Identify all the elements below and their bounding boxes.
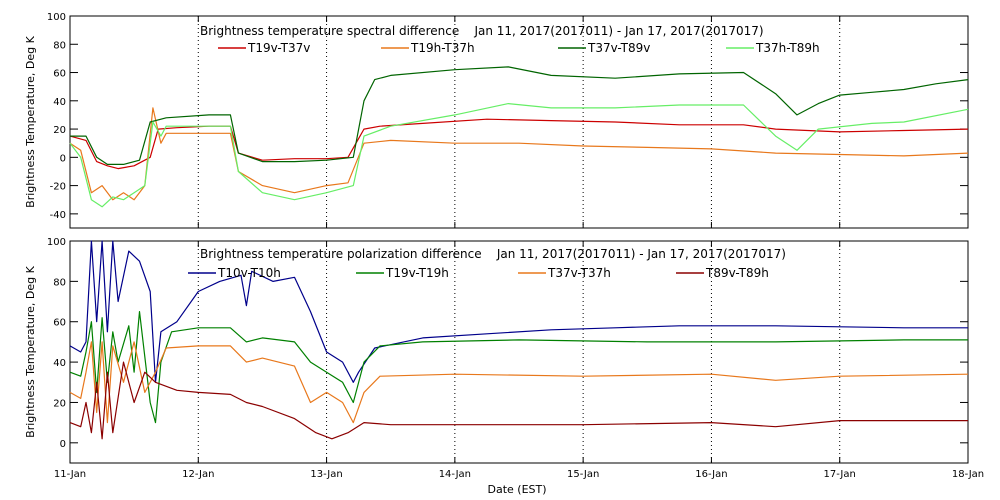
y-tick-label: 60: [53, 69, 66, 80]
y-tick-label: 20: [53, 398, 66, 409]
chart-title: Brightness temperature spectral differen…: [200, 24, 764, 38]
y-tick-label: -40: [50, 210, 66, 221]
y-tick-label: 80: [53, 277, 66, 288]
x-tick-label: 18-Jan: [952, 469, 984, 480]
y-axis-title: Brightness Temperature, Deg K: [24, 35, 37, 207]
series-line-t37v-t37h: [69, 341, 969, 424]
legend-label: T37v-T89v: [587, 41, 650, 55]
y-tick-label: 100: [47, 237, 66, 248]
plot-frame: [69, 240, 969, 464]
x-tick-label: 16-Jan: [695, 469, 727, 480]
y-tick-label: -20: [50, 182, 66, 193]
legend-label: T19h-T37h: [410, 41, 475, 55]
x-tick-label: 11-Jan: [54, 469, 86, 480]
y-tick-label: 100: [47, 12, 66, 23]
legend-label: T19v-T37v: [247, 41, 310, 55]
legend-label: T89v-T89h: [705, 266, 769, 280]
y-tick-label: 40: [53, 97, 66, 108]
y-tick-label: 60: [53, 318, 66, 329]
spectral-difference-panel: -40 -20 0 20 40 60 80 100 Brightness Temperature…: [24, 12, 969, 229]
x-tick-label: 17-Jan: [824, 469, 856, 480]
x-tick-label: 15-Jan: [567, 469, 599, 480]
legend-label: T37v-T37h: [547, 266, 611, 280]
chart-title: Brightness temperature polarization diff…: [200, 247, 786, 261]
plot-frame: [69, 15, 969, 229]
series-line-t37h-t89h: [69, 103, 969, 208]
series-line-t10v-t10h: [69, 240, 968, 383]
polarization-difference-panel: 0 20 40 60 80 100 11-Jan 12-Jan 13-Jan 14-Jan 15-J…: [24, 237, 984, 480]
x-axis-title: Date (EST): [487, 483, 546, 496]
series-line-t19v-t19h: [69, 311, 968, 424]
legend-label: T10v-T10h: [217, 266, 281, 280]
y-tick-label: 0: [60, 439, 66, 450]
y-axis-title: Brightness Temperature, Deg K: [24, 265, 37, 437]
legend-label: T37h-T89h: [755, 41, 820, 55]
x-tick-label: 12-Jan: [182, 469, 214, 480]
x-tick-label: 14-Jan: [439, 469, 471, 480]
legend-label: T19v-T19h: [385, 266, 449, 280]
y-tick-label: 0: [60, 153, 66, 164]
series-line-t19v-t37v: [69, 118, 969, 170]
series-line-t37v-t89v: [70, 66, 969, 165]
series-line-t89v-t89h: [69, 361, 968, 440]
series-line-t19h-t37h: [69, 107, 969, 201]
y-tick-label: 80: [53, 40, 66, 51]
x-tick-label: 13-Jan: [310, 469, 342, 480]
y-tick-label: 40: [53, 358, 66, 369]
y-tick-label: 20: [53, 125, 66, 136]
